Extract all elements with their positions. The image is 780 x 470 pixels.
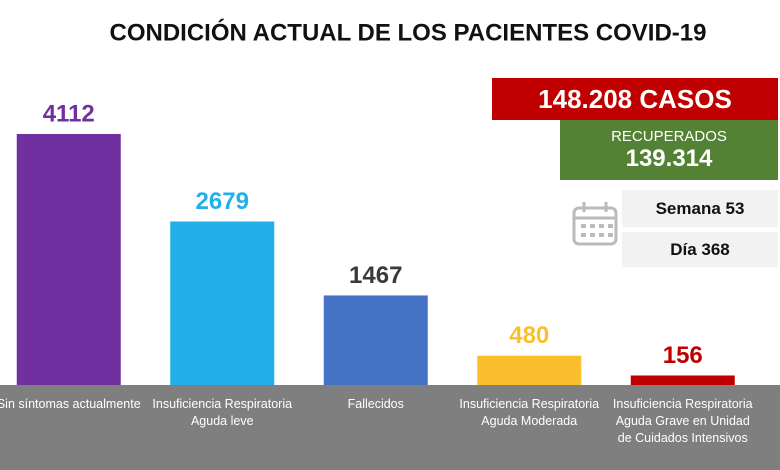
value-label: 4112 [43,100,95,127]
recovered: 139.314 [625,144,713,172]
x-tick-label: Insuficiencia Respiratoria Aguda Grave e… [612,397,753,445]
bar [323,295,428,385]
bar [16,134,121,385]
value-label: 480 [509,322,549,349]
value-label: 2679 [196,188,249,215]
x-tick-label: Insuficiencia Respiratoria Aguda Moderad… [459,397,600,428]
label-strip [0,385,780,470]
calendar-icon [572,202,618,246]
recovered-label: RECUPERADOS [611,127,727,145]
bar [170,221,275,385]
day: Día 368 [670,239,730,259]
calendar-dots [581,224,613,237]
week-box: Semana 53 [622,190,778,227]
x-tick-label: Sin síntomas actualmente [0,397,141,411]
day-box: Día 368 [622,232,778,267]
bar [477,355,582,385]
recovered-box: RECUPERADOS 139.314 [560,120,778,180]
x-tick-label: Fallecidos [347,397,404,411]
week: Semana 53 [655,198,745,218]
cases-box: 148.208 CASOS [492,78,778,120]
bar [630,375,735,385]
x-tick-label: Insuficiencia Respiratoria Aguda leve [152,397,293,428]
cases: 148.208 CASOS [538,83,732,114]
value-label: 156 [663,342,703,369]
chart-title: CONDICIÓN ACTUAL DE LOS PACIENTES COVID-… [110,18,707,46]
value-label: 1467 [349,262,402,289]
